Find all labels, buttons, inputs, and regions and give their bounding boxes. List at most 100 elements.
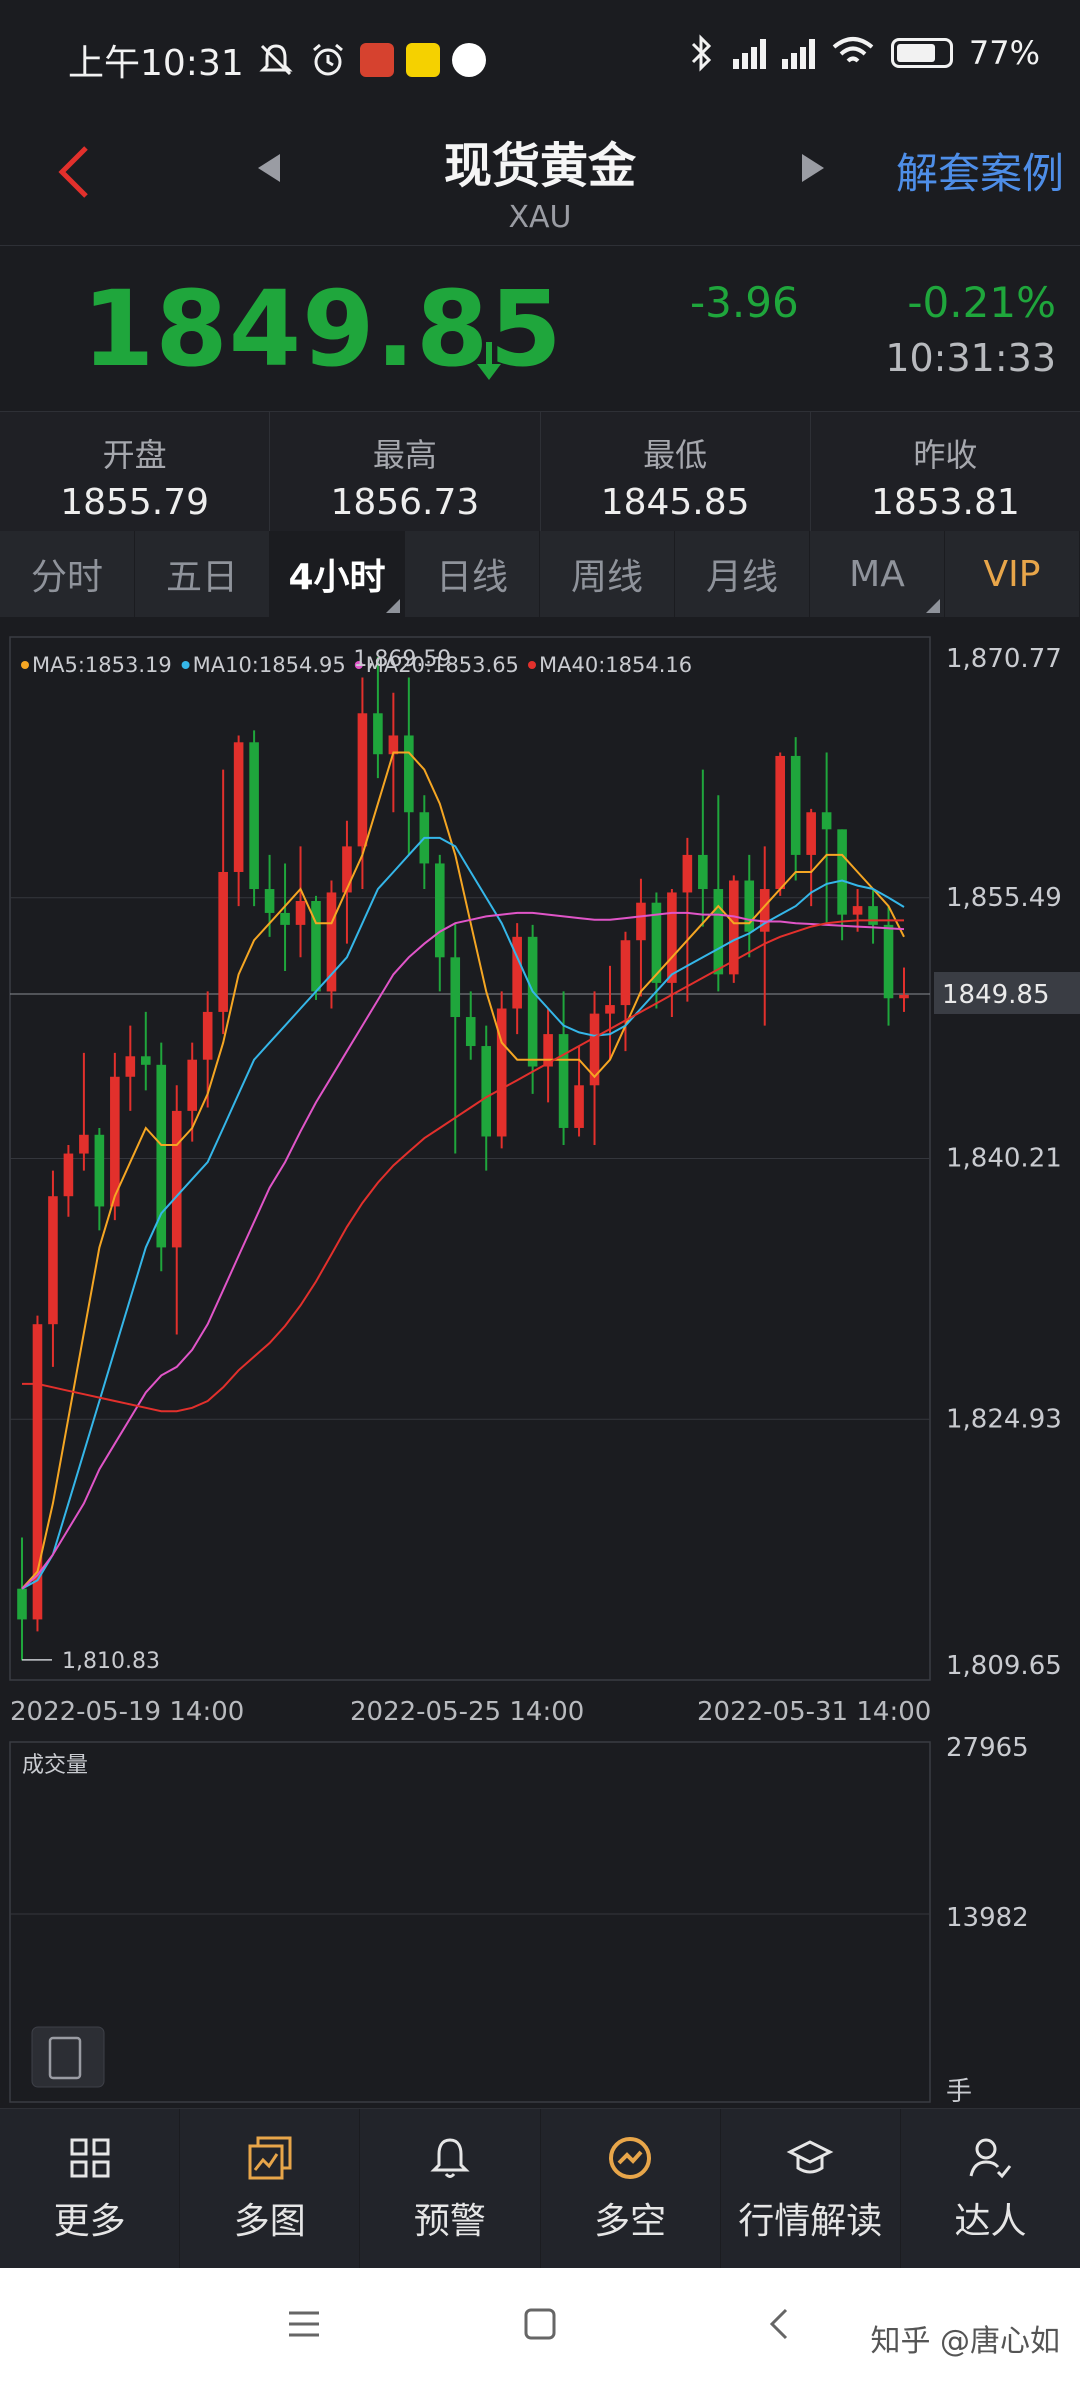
back-nav-icon[interactable]: [762, 2306, 798, 2342]
candle-body: [496, 1008, 507, 1137]
candle-body: [202, 1011, 213, 1060]
tab-intraday[interactable]: 分时: [0, 531, 135, 617]
period-tabs: 分时 五日 4小时 日线 周线 月线 MA VIP: [0, 531, 1080, 617]
candle-body: [233, 742, 244, 872]
stat-label: 昨收: [913, 436, 978, 474]
tab-vip[interactable]: VIP: [945, 531, 1080, 617]
candle-body: [140, 1056, 151, 1065]
tab-weekly[interactable]: 周线: [540, 531, 675, 617]
nav-experts[interactable]: 达人: [901, 2109, 1080, 2268]
tab-daily[interactable]: 日线: [405, 531, 540, 617]
page-title: 现货黄金: [443, 138, 636, 194]
y-tick-label: 1,840.21: [946, 1144, 1062, 1174]
dropdown-corner-icon: [926, 599, 940, 613]
candle-body: [373, 713, 383, 755]
candle-body: [806, 812, 816, 855]
nav-label: 达人: [954, 2200, 1027, 2242]
watermark: 知乎 @唐心如: [870, 2324, 1060, 2359]
candle-body: [295, 900, 306, 925]
nav-long-short[interactable]: 多空: [541, 2109, 721, 2268]
ma10-line: [21, 836, 905, 1590]
back-icon[interactable]: [52, 142, 96, 202]
stat-high: 最高 1856.73: [270, 412, 541, 531]
previous-instrument-icon[interactable]: [258, 154, 280, 182]
nav-label: 更多: [53, 2200, 126, 2242]
candle-body: [698, 854, 708, 890]
system-nav-bar: 知乎 @唐心如: [0, 2268, 1080, 2400]
candle-body: [94, 1134, 105, 1207]
legend-label: MA20:1853.65: [366, 653, 519, 677]
app-notification-icon: [405, 43, 440, 77]
candle-body: [110, 1076, 120, 1207]
tab-4-hour[interactable]: 4小时: [270, 531, 405, 617]
stat-prev-close: 昨收 1853.81: [811, 412, 1080, 531]
price-change-percent: -0.21%: [907, 278, 1056, 327]
menu-icon[interactable]: [286, 2306, 322, 2342]
stat-label: 最低: [643, 436, 708, 474]
wifi-icon: [832, 37, 874, 63]
candlestick-chart[interactable]: MA5:1853.19 MA10:1854.95 MA20:1853.65 MA40:…: [0, 617, 1080, 2117]
candles: [17, 656, 909, 1661]
stat-label: 最高: [372, 436, 437, 474]
high-marker-label: 1,869.59: [353, 647, 451, 672]
candle-body: [837, 829, 847, 915]
legend-dot: [354, 661, 363, 669]
title-block: 现货黄金 XAU: [0, 126, 1080, 235]
candle-body: [589, 1013, 600, 1086]
candle-body: [728, 880, 739, 975]
chart-area[interactable]: MA5:1853.19 MA10:1854.95 MA20:1853.65 MA40:…: [0, 617, 1080, 2117]
candle-body: [558, 1034, 569, 1128]
tab-five-day[interactable]: 五日: [135, 531, 270, 617]
dropdown-corner-icon: [386, 599, 400, 613]
home-icon[interactable]: [522, 2306, 558, 2342]
candle-body: [125, 1056, 136, 1077]
bell-icon: [430, 2137, 470, 2178]
candle-body: [311, 900, 321, 992]
candle-body: [883, 924, 894, 999]
candle-body: [868, 906, 878, 925]
legend-label: MA40:1854.16: [539, 653, 692, 677]
battery-text: 77%: [968, 34, 1040, 72]
tab-label: 4小时: [288, 557, 386, 598]
stat-low: 最低 1845.85: [541, 412, 811, 531]
tab-ma[interactable]: MA: [810, 531, 945, 617]
tab-monthly[interactable]: 月线: [675, 531, 810, 617]
nav-multi-chart[interactable]: 多图: [180, 2109, 361, 2268]
ma40-line: [22, 919, 904, 1413]
status-bar: 上午10:31 77%: [0, 0, 1080, 120]
case-study-link[interactable]: 解套案例: [895, 149, 1064, 198]
stat-value: 1855.79: [60, 482, 210, 523]
candle-body: [79, 1134, 89, 1154]
nav-alert[interactable]: 预警: [360, 2109, 541, 2268]
candle-body: [512, 936, 522, 1009]
volume-tick-label: 13982: [946, 1903, 1029, 1933]
candle-body: [218, 871, 228, 1012]
header: 现货黄金 XAU 解套案例: [0, 120, 1080, 245]
candle-body: [156, 1064, 167, 1248]
candle-body: [249, 742, 259, 890]
candle-body: [636, 902, 646, 941]
quote-panel: 1849.85 -3.96 -0.21% 10:31:33: [0, 246, 1080, 411]
candle-body: [32, 1324, 43, 1620]
ma20-line: [21, 911, 905, 1590]
stats-row: 开盘 1855.79 最高 1856.73 最低 1845.85 昨收 1853…: [0, 411, 1080, 531]
alarm-icon: [312, 43, 343, 76]
candle-body: [759, 889, 770, 932]
candle-body: [682, 854, 693, 893]
status-time: 上午10:31: [68, 43, 244, 84]
candle-body: [388, 735, 399, 755]
nav-more[interactable]: 更多: [0, 2109, 181, 2268]
volume-panel: 成交量 27965 13982 手: [9, 1733, 1029, 2107]
candle-body: [357, 713, 368, 847]
candle-body: [620, 940, 631, 1006]
ma-legend: MA5:1853.19 MA10:1854.95 MA20:1853.65 MA40:…: [21, 647, 692, 1674]
next-instrument-icon[interactable]: [802, 154, 824, 182]
current-price-tag-label: 1849.85: [942, 980, 1050, 1010]
candle-body: [852, 906, 863, 915]
divider: [0, 245, 1080, 246]
nav-market-insight[interactable]: 行情解读: [721, 2109, 901, 2268]
x-tick-label: 2022-05-19 14:00: [10, 1697, 244, 1727]
chart-grid: [9, 636, 931, 1681]
candle-body: [63, 1153, 74, 1197]
mute-bell-icon: [259, 44, 293, 76]
